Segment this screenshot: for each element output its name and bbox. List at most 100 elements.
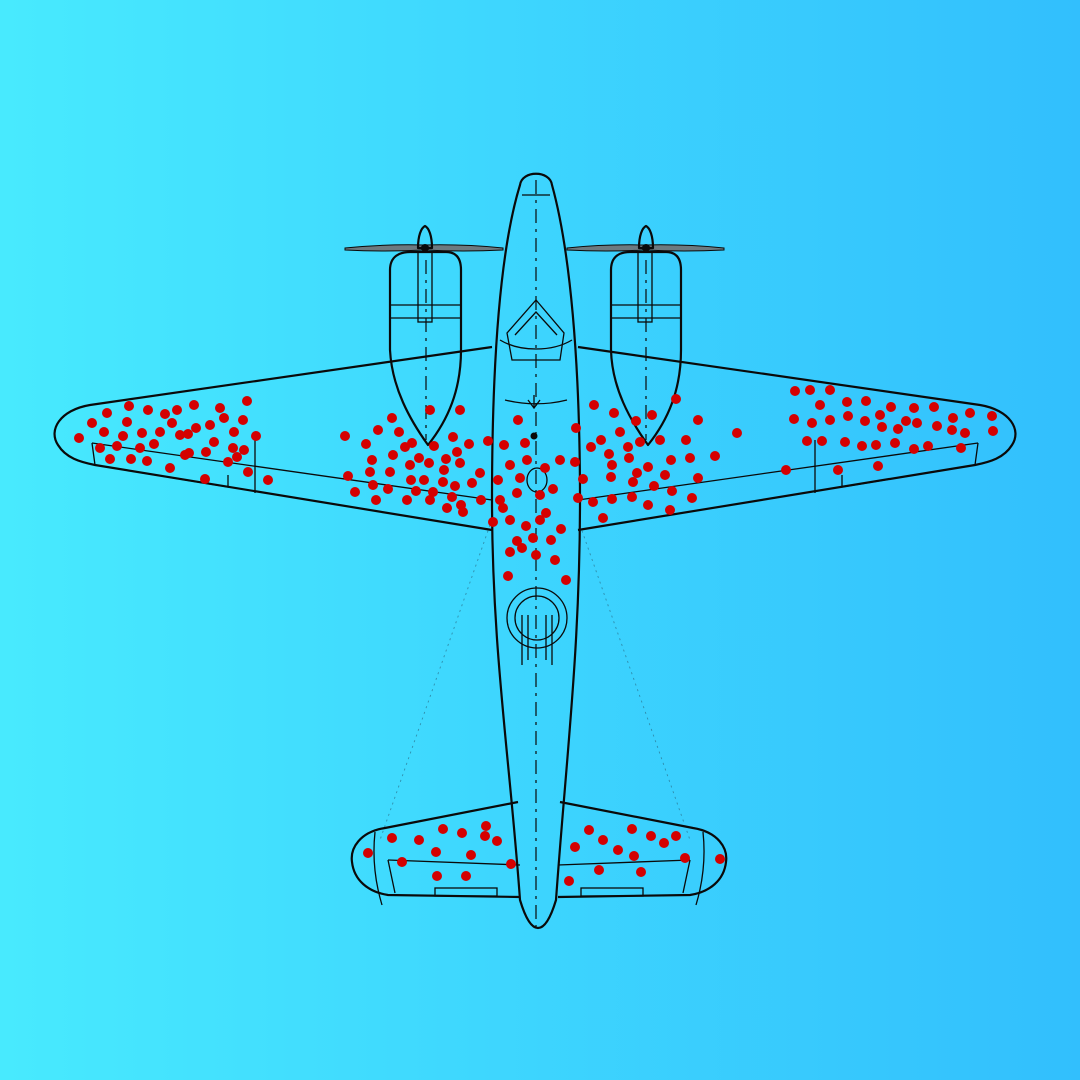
bullet-hole [893,424,903,434]
bullet-hole [400,442,410,452]
bullet-hole [505,460,515,470]
bullet-hole [503,571,513,581]
bullet-hole [521,521,531,531]
tailplane [350,800,728,906]
bullet-hole [385,467,395,477]
bullet-hole [613,845,623,855]
bullet-hole [143,405,153,415]
bullet-hole [455,458,465,468]
hits-fuselage-center [488,415,571,585]
bullet-hole [229,427,239,437]
bullet-hole [710,451,720,461]
bullet-hole [414,453,424,463]
bullet-hole [205,420,215,430]
bullet-hole [687,493,697,503]
bullet-hole [394,427,404,437]
bullet-hole [948,413,958,423]
bullet-hole [191,423,201,433]
bullet-hole [350,487,360,497]
bullet-hole [112,441,122,451]
bullet-hole [873,461,883,471]
bullet-hole [447,492,457,502]
right-aileron-box [841,442,979,488]
bullet-hole [517,543,527,553]
bullet-hole [578,474,588,484]
bullet-hole [857,441,867,451]
bullet-hole [167,418,177,428]
bullet-hole [183,429,193,439]
bullet-hole [546,535,556,545]
bullet-hole [570,842,580,852]
bullet-hole [122,417,132,427]
hits-left-wing-outer [74,396,273,485]
bullet-hole [833,465,843,475]
bullet-hole [492,836,502,846]
bullet-hole [632,468,642,478]
bullet-hole [594,865,604,875]
bullet-hole [515,473,525,483]
bullet-hole [789,414,799,424]
bullet-hole [74,433,84,443]
bullet-hole [520,438,530,448]
bullet-hole [172,405,182,415]
bullet-hole [432,871,442,881]
bullet-hole [455,405,465,415]
bullet-hole [481,821,491,831]
bullet-hole [450,481,460,491]
bullet-hole [643,500,653,510]
bullet-hole [548,484,558,494]
bullet-hole [965,408,975,418]
bullet-hole [886,402,896,412]
bullet-hole [365,467,375,477]
bullet-hole [142,456,152,466]
bullet-hole [223,457,233,467]
bullet-hole [807,418,817,428]
bullet-hole [685,453,695,463]
bullet-hole [596,435,606,445]
bullet-hole [875,410,885,420]
bullet-hole [405,460,415,470]
bullet-hole [629,851,639,861]
bullet-hole [488,517,498,527]
bullet-hole [175,430,185,440]
bullet-hole [589,400,599,410]
bullet-hole [825,385,835,395]
bullet-hole [189,400,199,410]
bullet-hole [680,853,690,863]
bullet-hole [628,477,638,487]
bullet-hole [499,440,509,450]
bullet-hole [890,438,900,448]
bullet-hole [476,495,486,505]
bullet-hole [367,455,377,465]
bullet-hole [441,454,451,464]
bullet-hole [383,484,393,494]
bullet-hole [160,409,170,419]
bullet-hole [461,871,471,881]
bullet-hole [584,825,594,835]
bullet-hole [693,473,703,483]
bullet-hole [414,835,424,845]
bullet-hole [95,443,105,453]
bullet-hole [909,403,919,413]
bullet-hole [137,428,147,438]
bullet-hole [495,495,505,505]
bullet-hole [556,524,566,534]
bullet-hole [681,435,691,445]
bullet-hole [555,455,565,465]
bullet-hole [238,415,248,425]
bullet-hole [586,442,596,452]
bullet-hole [631,416,641,426]
bullet-hole [840,437,850,447]
bullet-hole [647,410,657,420]
bullet-hole [528,533,538,543]
bullet-hole [452,447,462,457]
bullet-hole [535,515,545,525]
bullet-hole [635,437,645,447]
bullet-hole [960,428,970,438]
bullet-hole [466,850,476,860]
bullet-hole [475,468,485,478]
damage-hits [74,385,998,886]
bullet-hole [439,465,449,475]
